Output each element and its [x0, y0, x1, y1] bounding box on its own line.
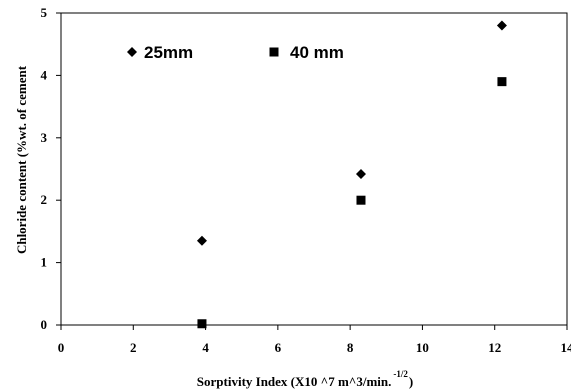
data-point-square — [497, 77, 507, 87]
data-points — [196, 20, 507, 329]
x-tick-label: 8 — [347, 340, 354, 355]
data-point-diamond — [496, 20, 507, 31]
x-axis-ticks: 0 2 4 6 8 10 12 14 — [58, 325, 571, 355]
plot-frame — [60, 12, 568, 326]
plot-area-border — [60, 12, 568, 326]
legend-label: 25mm — [144, 43, 193, 62]
data-point-square — [356, 195, 366, 205]
y-axis-ticks: 0 1 2 3 4 5 — [41, 5, 61, 332]
y-axis-title: Chloride content (%wt. of cement — [14, 65, 29, 254]
x-tick-label: 14 — [561, 340, 571, 355]
y-tick-label: 1 — [41, 255, 48, 270]
legend-label: 40 mm — [290, 43, 344, 62]
y-tick-label: 3 — [41, 130, 48, 145]
y-tick-label: 4 — [41, 67, 48, 82]
y-tick-label: 2 — [41, 192, 48, 207]
legend: 25mm 40 mm — [127, 43, 344, 62]
x-axis-title: Sorptivity Index (X10 ^7 m^3/min. -1/2) — [197, 369, 413, 389]
data-point-square — [197, 319, 207, 329]
y-tick-label: 5 — [41, 5, 48, 20]
data-point-diamond — [355, 168, 366, 179]
legend-marker-square — [269, 47, 279, 57]
data-point-diamond — [196, 235, 207, 246]
x-tick-label: 2 — [130, 340, 137, 355]
x-tick-label: 6 — [275, 340, 282, 355]
legend-marker-diamond — [127, 47, 137, 57]
x-tick-label: 4 — [202, 340, 209, 355]
x-tick-label: 12 — [488, 340, 501, 355]
x-tick-label: 10 — [416, 340, 429, 355]
x-tick-label: 0 — [58, 340, 65, 355]
y-tick-label: 0 — [41, 317, 48, 332]
